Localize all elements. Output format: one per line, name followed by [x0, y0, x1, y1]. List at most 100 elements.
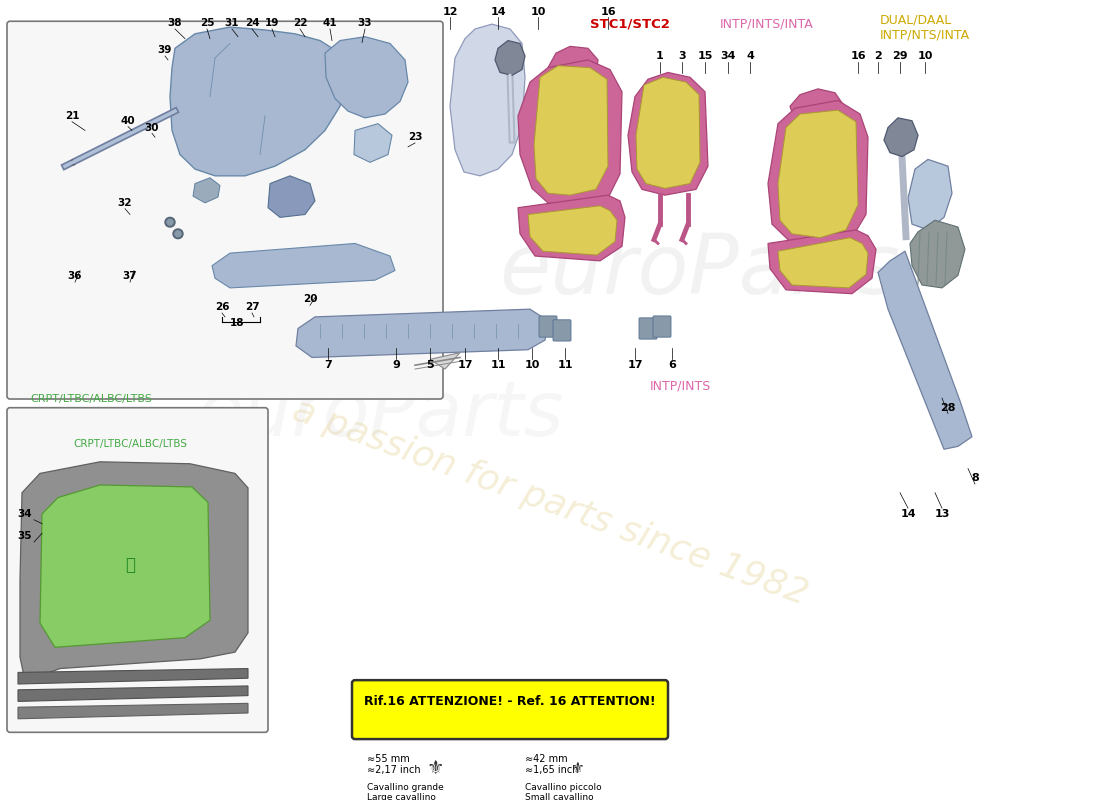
Polygon shape	[628, 73, 708, 195]
Text: 38: 38	[167, 18, 183, 28]
Text: 41: 41	[322, 18, 338, 28]
Polygon shape	[878, 251, 972, 450]
Polygon shape	[778, 110, 858, 238]
Polygon shape	[296, 309, 548, 358]
Text: 4: 4	[746, 51, 754, 61]
Text: INTP/INTS: INTP/INTS	[650, 380, 712, 393]
Text: 35: 35	[18, 531, 32, 541]
Text: 31: 31	[224, 18, 240, 28]
Circle shape	[167, 219, 173, 225]
Circle shape	[165, 218, 175, 227]
Circle shape	[173, 229, 183, 238]
Text: 10: 10	[525, 360, 540, 370]
Text: DUAL/DAAL: DUAL/DAAL	[880, 14, 953, 26]
Text: ⚜: ⚜	[427, 758, 443, 778]
Text: Cavallino piccolo
Small cavallino: Cavallino piccolo Small cavallino	[525, 782, 602, 800]
Text: Cavallino grande
Large cavallino: Cavallino grande Large cavallino	[367, 782, 443, 800]
Text: ⚜: ⚜	[570, 761, 584, 775]
Polygon shape	[324, 37, 408, 118]
Polygon shape	[518, 60, 622, 205]
Text: 16: 16	[601, 6, 616, 17]
Polygon shape	[192, 178, 220, 203]
Text: 21: 21	[65, 111, 79, 121]
Text: 15: 15	[697, 51, 713, 61]
Text: 22: 22	[293, 18, 307, 28]
Text: 26: 26	[214, 302, 229, 312]
Text: 29: 29	[892, 51, 907, 61]
Polygon shape	[170, 27, 345, 176]
Text: 6: 6	[668, 360, 675, 370]
Text: 36: 36	[68, 271, 82, 282]
Polygon shape	[790, 89, 843, 126]
Text: ≈42 mm
≈1,65 inch: ≈42 mm ≈1,65 inch	[525, 754, 579, 775]
Polygon shape	[430, 353, 460, 369]
Text: 18: 18	[230, 318, 244, 328]
Text: 13: 13	[934, 509, 949, 519]
Text: 39: 39	[157, 46, 173, 55]
Text: 20: 20	[302, 294, 317, 305]
Polygon shape	[354, 124, 392, 162]
Text: 17: 17	[458, 360, 473, 370]
Text: 9: 9	[392, 360, 400, 370]
FancyBboxPatch shape	[7, 22, 443, 399]
Polygon shape	[768, 101, 868, 246]
Text: CRPT/LTBC/ALBC/LTBS: CRPT/LTBC/ALBC/LTBS	[73, 439, 187, 450]
Polygon shape	[518, 195, 625, 261]
Polygon shape	[268, 176, 315, 218]
Text: euroParts: euroParts	[499, 230, 901, 311]
FancyBboxPatch shape	[7, 408, 268, 732]
Text: 1: 1	[656, 51, 664, 61]
FancyBboxPatch shape	[553, 320, 571, 341]
Text: 34: 34	[18, 509, 32, 519]
Polygon shape	[884, 118, 918, 157]
Text: 2: 2	[874, 51, 882, 61]
Text: euroParts: euroParts	[196, 378, 563, 453]
Text: 23: 23	[408, 132, 422, 142]
Polygon shape	[548, 46, 598, 85]
Text: 28: 28	[940, 402, 956, 413]
Polygon shape	[18, 669, 248, 684]
Text: 🐎: 🐎	[125, 556, 135, 574]
Text: 10: 10	[917, 51, 933, 61]
Text: 19: 19	[265, 18, 279, 28]
Polygon shape	[20, 462, 248, 681]
Text: 24: 24	[244, 18, 260, 28]
Text: 25: 25	[200, 18, 214, 28]
Polygon shape	[534, 66, 608, 195]
FancyBboxPatch shape	[539, 316, 557, 337]
Text: 14: 14	[491, 6, 506, 17]
Text: 3: 3	[679, 51, 685, 61]
FancyBboxPatch shape	[653, 316, 671, 337]
Circle shape	[175, 231, 182, 237]
Text: 17: 17	[627, 360, 642, 370]
Text: 33: 33	[358, 18, 372, 28]
Text: STC1/STC2: STC1/STC2	[590, 18, 670, 30]
Text: 8: 8	[971, 474, 979, 483]
Text: 32: 32	[118, 198, 132, 208]
Polygon shape	[495, 41, 525, 75]
Text: 10: 10	[530, 6, 546, 17]
Text: 7: 7	[324, 360, 332, 370]
Polygon shape	[636, 78, 700, 188]
Text: 5: 5	[426, 360, 433, 370]
FancyBboxPatch shape	[352, 680, 668, 739]
Text: CRPT/LTBC/ALBC/LTBS: CRPT/LTBC/ALBC/LTBS	[30, 394, 152, 404]
Polygon shape	[528, 206, 617, 255]
Text: 14: 14	[900, 509, 916, 519]
Text: 27: 27	[244, 302, 260, 312]
Polygon shape	[908, 159, 952, 230]
Text: 40: 40	[121, 116, 135, 126]
Polygon shape	[450, 24, 525, 176]
Polygon shape	[910, 220, 965, 288]
Polygon shape	[18, 703, 248, 718]
Polygon shape	[778, 238, 868, 288]
Text: a passion for parts since 1982: a passion for parts since 1982	[288, 393, 812, 612]
Text: 16: 16	[850, 51, 866, 61]
Polygon shape	[212, 243, 395, 288]
Polygon shape	[40, 485, 210, 647]
Text: 37: 37	[123, 271, 138, 282]
Text: INTP/NTS/INTA: INTP/NTS/INTA	[880, 28, 970, 42]
Polygon shape	[18, 686, 248, 702]
Text: 34: 34	[720, 51, 736, 61]
Text: Rif.16 ATTENZIONE! - Ref. 16 ATTENTION!: Rif.16 ATTENZIONE! - Ref. 16 ATTENTION!	[364, 695, 656, 708]
